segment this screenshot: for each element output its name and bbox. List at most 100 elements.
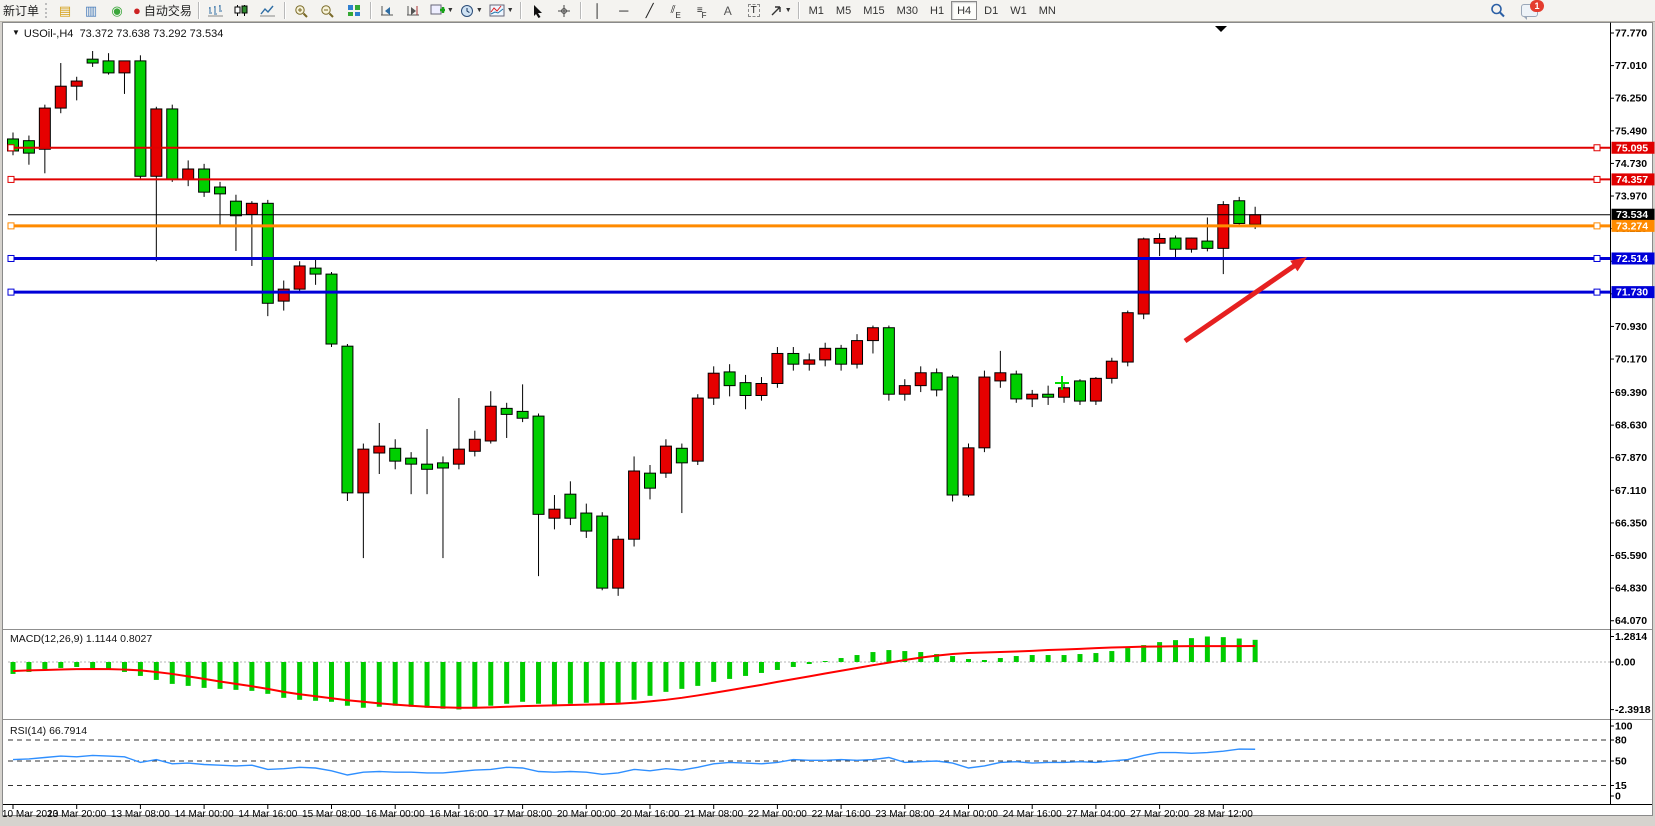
zoom-out-icon xyxy=(321,4,335,18)
time-tick-label: 20 Mar 00:00 xyxy=(557,809,616,820)
channel-button[interactable]: ⫽ E xyxy=(663,1,689,20)
timeframe-group: M1 M5 M15 M30 H1 H4 D1 W1 MN xyxy=(803,1,1062,20)
show-trade-levels-button[interactable] xyxy=(375,1,401,20)
data-window-button[interactable]: ▥ xyxy=(78,1,104,20)
time-tick-label: 24 Mar 00:00 xyxy=(939,809,998,820)
price-chart[interactable]: 77.770 77.010 76.250 75.490 74.730 73.970 73.2… xyxy=(0,22,1655,826)
fibonacci-icon: ≡ xyxy=(696,5,703,16)
market-watch-button[interactable]: ▤ xyxy=(52,1,78,20)
candle-body xyxy=(548,508,561,519)
price-tick-label: 65.590 xyxy=(1615,550,1647,562)
timeframe-w1-button[interactable]: W1 xyxy=(1010,4,1027,17)
price-axis[interactable]: 77.770 77.010 76.250 75.490 74.730 73.970 73.2… xyxy=(1610,22,1655,805)
dropdown-arrow-icon: ▼ xyxy=(475,7,483,14)
price-line-label: 71.730 xyxy=(1616,287,1648,299)
crosshair-button[interactable] xyxy=(551,1,577,20)
zoom-out-button[interactable] xyxy=(315,1,341,20)
time-tick-label: 21 Mar 08:00 xyxy=(684,809,743,820)
candle-body xyxy=(516,410,529,419)
fibonacci-button[interactable]: ≡ F xyxy=(689,1,715,20)
horizontal-line-button[interactable]: ─ xyxy=(611,1,637,20)
candle-body xyxy=(54,85,67,109)
candle-body xyxy=(978,376,991,449)
timeframe-mn-button[interactable]: MN xyxy=(1038,4,1056,17)
plus-marker-icon[interactable] xyxy=(1055,376,1069,390)
line-handle[interactable] xyxy=(7,175,15,183)
chart-caret-icon[interactable]: ▼ xyxy=(12,28,20,37)
line-handle[interactable] xyxy=(7,144,15,152)
auto-trading-label: 自动交易 xyxy=(143,4,192,18)
line-handle[interactable] xyxy=(1593,175,1601,183)
price-line-label: 73.274 xyxy=(1616,220,1648,232)
timeframe-h1-button[interactable]: H1 xyxy=(930,4,945,17)
zoom-in-button[interactable] xyxy=(289,1,315,20)
chat-icon: 1 xyxy=(1521,0,1544,20)
sound-button[interactable]: ◉ xyxy=(104,1,130,20)
timeframe-h4-button[interactable]: H4 xyxy=(951,1,978,20)
timeframe-m1-button[interactable]: M1 xyxy=(808,4,824,17)
timeframe-m5-button[interactable]: M5 xyxy=(835,4,852,17)
toolbar-separator xyxy=(519,2,522,19)
vertical-line-button[interactable]: │ xyxy=(585,1,611,20)
indicators-button[interactable]: ▼ xyxy=(486,1,517,20)
chart-shift-icon xyxy=(407,6,420,16)
macd-indicator-title: MACD(12,26,9) 1.1144 0.8027 xyxy=(10,633,153,645)
candle-body xyxy=(405,457,418,465)
trendline-button[interactable]: ╱ xyxy=(637,1,663,20)
dropdown-arrow-icon: ▼ xyxy=(446,7,454,14)
candle-body xyxy=(86,58,99,64)
new-order-button[interactable]: 新订单 xyxy=(3,4,40,18)
price-tick-label: 64.070 xyxy=(1615,615,1647,627)
trend-arrow-shaft[interactable] xyxy=(1183,261,1299,344)
new-chart-button[interactable]: ▼ xyxy=(427,1,457,20)
candle-body xyxy=(898,385,911,395)
candle-body xyxy=(1137,238,1150,315)
time-tick-label: 16 Mar 16:00 xyxy=(429,809,488,820)
line-handle[interactable] xyxy=(1593,288,1601,296)
arrows-tool-button[interactable]: ▼ xyxy=(767,1,795,20)
line-handle[interactable] xyxy=(7,254,15,262)
auto-trading-button[interactable]: ● 自动交易 xyxy=(130,1,195,20)
periods-button[interactable]: ▼ xyxy=(457,1,486,20)
candle-body xyxy=(962,447,975,496)
notifications-button[interactable]: 1 xyxy=(1516,0,1544,20)
auto-trading-icon: ● xyxy=(133,3,141,18)
timeframe-m30-button[interactable]: M30 xyxy=(896,4,919,17)
time-tick-label: 17 Mar 08:00 xyxy=(493,809,552,820)
tile-windows-button[interactable] xyxy=(341,1,367,20)
candle-body xyxy=(421,463,434,470)
line-handle[interactable] xyxy=(1593,254,1601,262)
timeframe-d1-button[interactable]: D1 xyxy=(984,4,999,17)
line-chart-button[interactable] xyxy=(255,1,281,20)
trend-arrow-head[interactable] xyxy=(1290,257,1307,272)
line-handle[interactable] xyxy=(7,288,15,296)
label-tool-button[interactable]: T xyxy=(741,1,767,20)
candle-body xyxy=(1042,393,1055,398)
cursor-button[interactable] xyxy=(525,1,551,20)
toolbar-separator xyxy=(579,2,582,19)
line-handle[interactable] xyxy=(1593,222,1601,230)
cursor-icon xyxy=(533,4,542,18)
candle-body xyxy=(771,352,784,384)
candle-body xyxy=(452,448,465,465)
search-button[interactable] xyxy=(1484,1,1510,20)
chart-shift-marker-icon[interactable] xyxy=(1215,26,1227,32)
macd-tick-label: -2.3918 xyxy=(1615,704,1651,716)
candle-body xyxy=(1105,360,1118,379)
line-handle[interactable] xyxy=(7,222,15,230)
candlestick-button[interactable] xyxy=(229,1,255,20)
candle-body xyxy=(229,200,242,217)
bar-chart-button[interactable] xyxy=(203,1,229,20)
text-tool-button[interactable]: A xyxy=(715,1,741,20)
line-handle[interactable] xyxy=(1593,144,1601,152)
timeframe-m15-button[interactable]: M15 xyxy=(863,4,885,17)
candle-body xyxy=(38,107,51,150)
price-tick-label: 67.870 xyxy=(1615,452,1647,464)
candle-body xyxy=(309,267,322,275)
candle-body xyxy=(930,372,943,391)
candle-body xyxy=(389,447,402,462)
time-tick-label: 16 Mar 00:00 xyxy=(366,809,425,820)
chart-shift-button[interactable] xyxy=(401,1,427,20)
price-tick-label: 70.930 xyxy=(1615,321,1647,333)
